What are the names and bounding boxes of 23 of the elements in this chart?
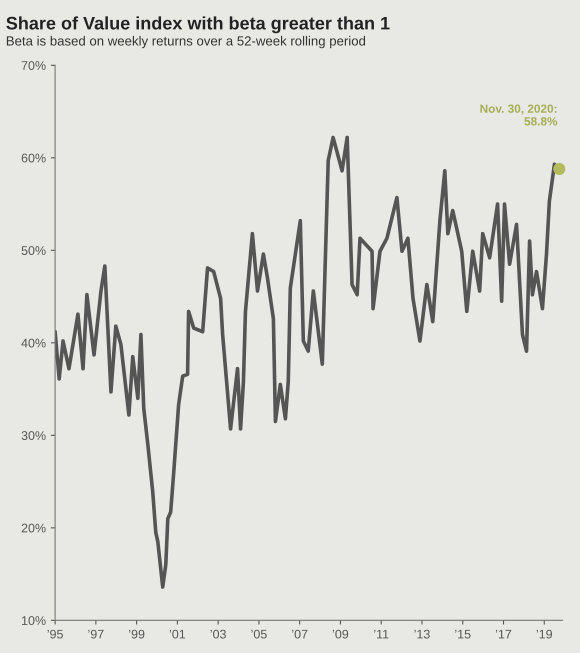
x-tick-label: ’95: [48, 630, 63, 639]
y-tick-label: 60%: [22, 154, 46, 162]
x-tick-label: ’07: [292, 630, 308, 639]
annotation: Nov. 30, 2020: 58.8%: [480, 104, 558, 126]
y-tick-label: 70%: [22, 61, 46, 70]
x-tick-label: ’13: [414, 630, 430, 639]
x-tick-label: ’09: [332, 630, 348, 639]
x-tick-label: ’11: [374, 630, 388, 638]
x-tick-label: ’99: [129, 630, 144, 639]
x-tick-label: ’03: [210, 630, 226, 639]
x-tick-label: ’17: [496, 630, 512, 638]
y-tick-label: 10%: [22, 616, 46, 625]
x-tick-label: ’05: [251, 630, 267, 639]
chart-title: Share of Value index with beta greater than 1: [6, 16, 390, 34]
x-tick-label: ’15: [455, 630, 471, 639]
x-tick-label: ’01: [170, 630, 186, 639]
y-tick-label: 40%: [21, 338, 46, 348]
y-tick-label: 50%: [22, 246, 46, 255]
x-tick-label: ’19: [536, 630, 552, 639]
y-tick-label: 30%: [22, 431, 46, 440]
chart-subtitle: Beta is based on weekly returns over a 52-week rolling period: [6, 36, 366, 48]
x-tick-label: ’97: [88, 630, 104, 639]
y-tick-label: 20%: [22, 524, 46, 532]
